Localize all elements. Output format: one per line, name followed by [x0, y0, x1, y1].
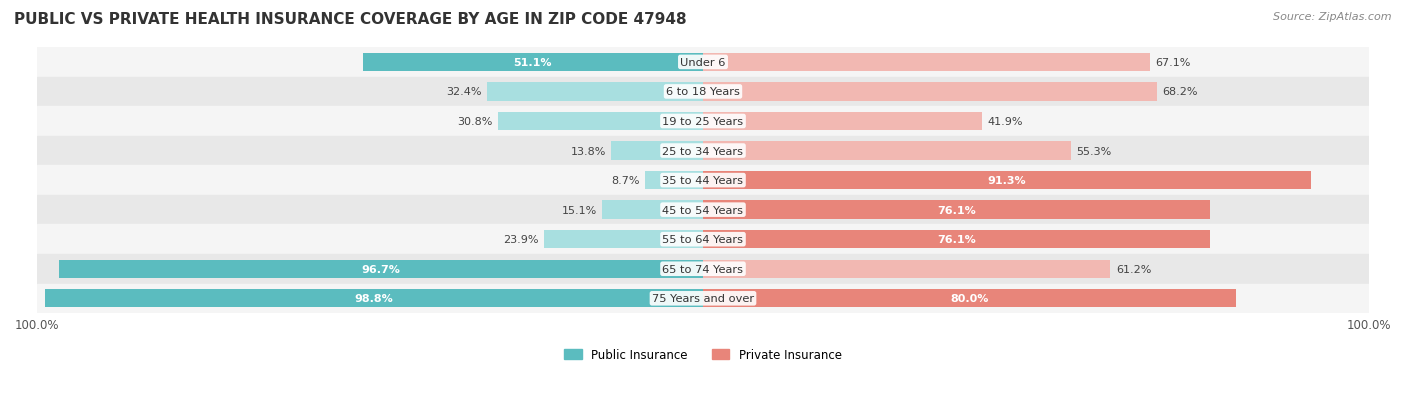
Text: 80.0%: 80.0%: [950, 294, 988, 304]
Bar: [363, 54, 703, 72]
Text: 55 to 64 Years: 55 to 64 Years: [662, 235, 744, 244]
Text: 15.1%: 15.1%: [562, 205, 598, 215]
Text: 35 to 44 Years: 35 to 44 Years: [662, 176, 744, 186]
Text: 51.1%: 51.1%: [513, 58, 553, 68]
Text: 91.3%: 91.3%: [987, 176, 1026, 186]
Text: PUBLIC VS PRIVATE HEALTH INSURANCE COVERAGE BY AGE IN ZIP CODE 47948: PUBLIC VS PRIVATE HEALTH INSURANCE COVER…: [14, 12, 686, 27]
Bar: [37, 254, 1369, 284]
Bar: [37, 284, 1369, 313]
Bar: [37, 107, 1369, 136]
Bar: [703, 142, 1071, 160]
Bar: [37, 136, 1369, 166]
Bar: [703, 260, 1111, 278]
Text: Under 6: Under 6: [681, 58, 725, 68]
Text: 76.1%: 76.1%: [936, 205, 976, 215]
Text: 25 to 34 Years: 25 to 34 Years: [662, 146, 744, 156]
Text: Source: ZipAtlas.com: Source: ZipAtlas.com: [1274, 12, 1392, 22]
Bar: [37, 195, 1369, 225]
Text: 13.8%: 13.8%: [571, 146, 606, 156]
Text: 75 Years and over: 75 Years and over: [652, 294, 754, 304]
Text: 68.2%: 68.2%: [1163, 87, 1198, 97]
Bar: [703, 290, 1236, 308]
Bar: [703, 54, 1150, 72]
Bar: [612, 142, 703, 160]
Text: 98.8%: 98.8%: [354, 294, 394, 304]
Text: 67.1%: 67.1%: [1156, 58, 1191, 68]
Legend: Public Insurance, Private Insurance: Public Insurance, Private Insurance: [560, 343, 846, 366]
Text: 30.8%: 30.8%: [457, 117, 492, 127]
Text: 8.7%: 8.7%: [612, 176, 640, 186]
Bar: [703, 113, 981, 131]
Bar: [645, 171, 703, 190]
Text: 55.3%: 55.3%: [1077, 146, 1112, 156]
Text: 96.7%: 96.7%: [361, 264, 401, 274]
Bar: [703, 83, 1157, 101]
Text: 23.9%: 23.9%: [503, 235, 538, 244]
Text: 76.1%: 76.1%: [936, 235, 976, 244]
Bar: [703, 230, 1209, 249]
Bar: [488, 83, 703, 101]
Bar: [544, 230, 703, 249]
Bar: [37, 78, 1369, 107]
Bar: [37, 225, 1369, 254]
Bar: [45, 290, 703, 308]
Text: 19 to 25 Years: 19 to 25 Years: [662, 117, 744, 127]
Bar: [703, 201, 1209, 219]
Bar: [59, 260, 703, 278]
Bar: [603, 201, 703, 219]
Text: 61.2%: 61.2%: [1116, 264, 1152, 274]
Text: 6 to 18 Years: 6 to 18 Years: [666, 87, 740, 97]
Text: 32.4%: 32.4%: [447, 87, 482, 97]
Text: 45 to 54 Years: 45 to 54 Years: [662, 205, 744, 215]
Bar: [498, 113, 703, 131]
Bar: [703, 171, 1310, 190]
Text: 65 to 74 Years: 65 to 74 Years: [662, 264, 744, 274]
Text: 41.9%: 41.9%: [987, 117, 1022, 127]
Bar: [37, 166, 1369, 195]
Bar: [37, 48, 1369, 78]
